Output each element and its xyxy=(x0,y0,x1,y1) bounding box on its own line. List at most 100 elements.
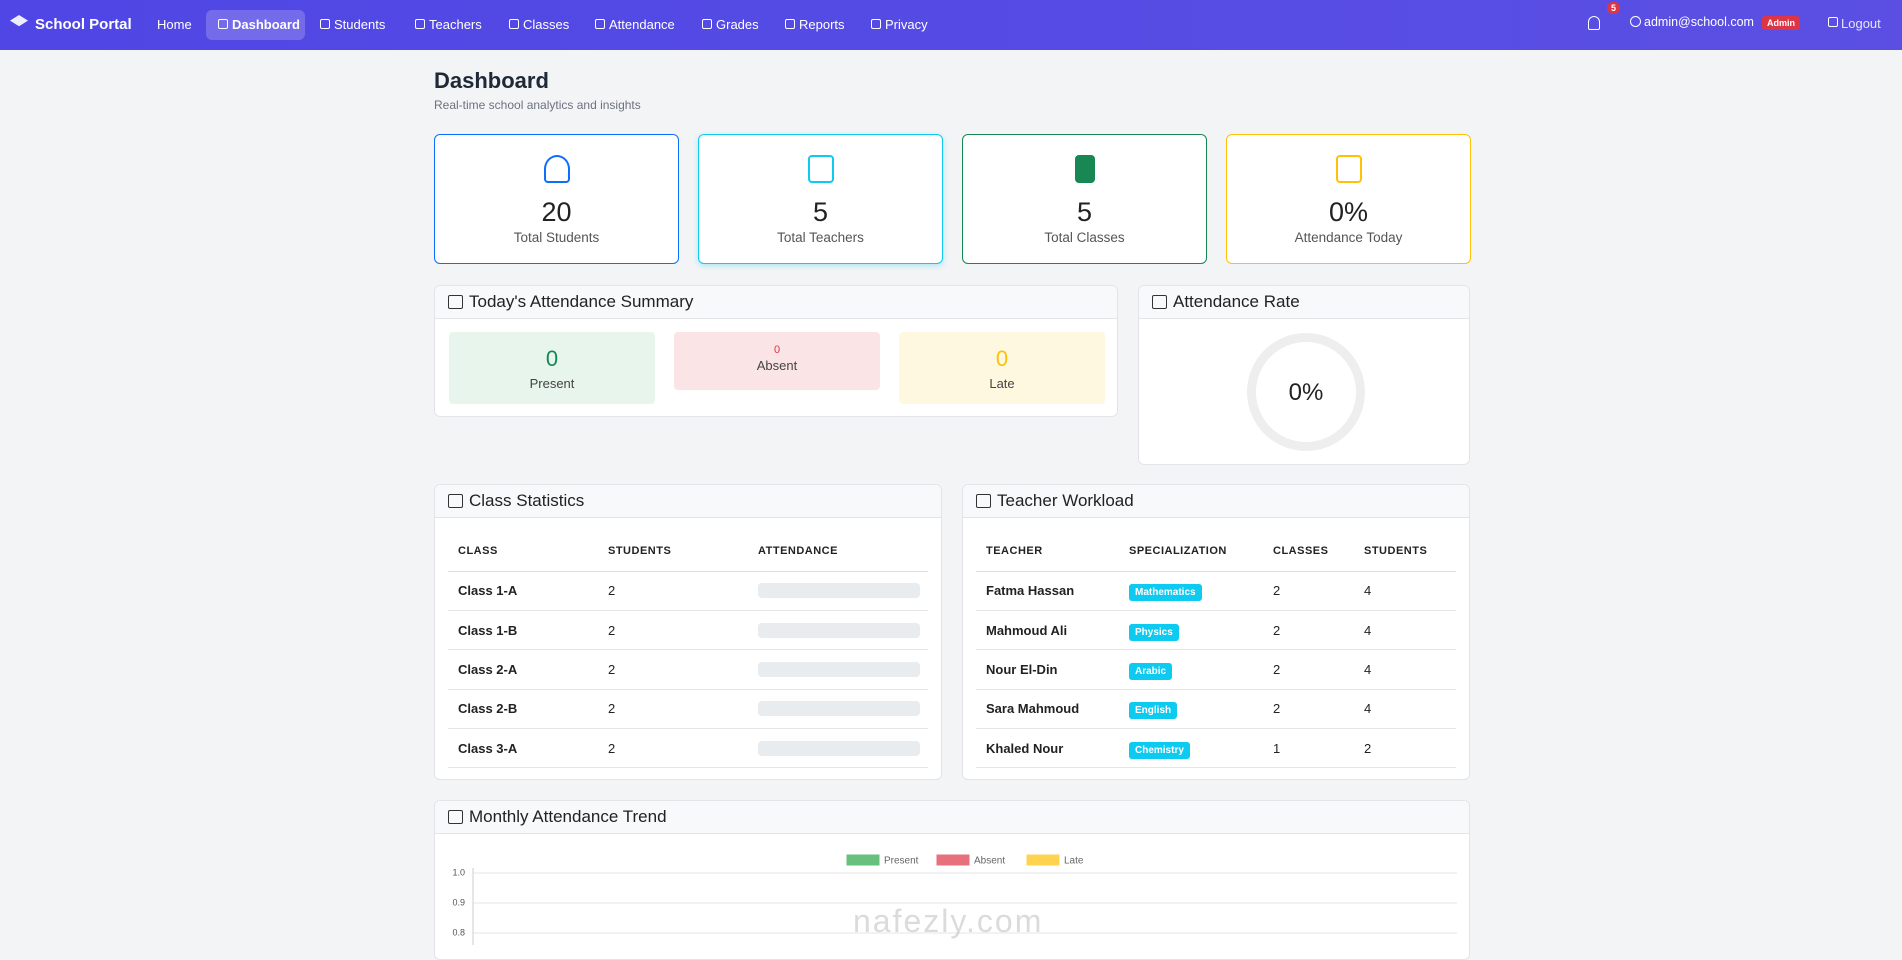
nav-link[interactable]: Attendance xyxy=(609,17,675,32)
column-header: CLASSES xyxy=(1263,531,1354,572)
attendance-cell xyxy=(748,728,928,769)
nav-link[interactable]: Grades xyxy=(716,17,759,32)
watermark: nafezly.com xyxy=(853,903,1044,939)
table-cell: Class 1-A xyxy=(448,571,598,611)
header-icon xyxy=(976,494,991,508)
stat-card: 5 Total Classes xyxy=(962,134,1207,264)
summary-label: Late xyxy=(989,376,1015,391)
summary-box: 0 Absent xyxy=(674,332,880,390)
nav-link[interactable]: Classes xyxy=(523,17,570,32)
card-header: Teacher Workload xyxy=(963,485,1469,518)
table-cell: 2 xyxy=(598,689,748,730)
card-title: Class Statistics xyxy=(469,491,585,510)
table-cell: 4 xyxy=(1354,610,1456,651)
nav-icon xyxy=(595,19,605,29)
cell-text: 4 xyxy=(1364,701,1372,717)
cell-text: 2 xyxy=(1273,583,1281,599)
card-header: Attendance Rate xyxy=(1139,286,1469,319)
table-row: Class 2-B 2 xyxy=(448,689,928,730)
table-cell: 2 xyxy=(1354,728,1456,769)
stat-card: 0% Attendance Today xyxy=(1226,134,1471,264)
attendance-cell xyxy=(748,649,928,690)
table-cell: Sara Mahmoud xyxy=(976,689,1119,730)
class-statistics-card: Class Statistics CLASS STUDENTS ATTENDANCE C… xyxy=(434,484,942,780)
summary-value: 0 xyxy=(545,346,559,371)
progress-bar xyxy=(758,701,920,717)
role-badge: Admin xyxy=(1762,16,1800,30)
cell-text: 2 xyxy=(1273,701,1281,717)
summary-box: 0 Present xyxy=(449,332,655,404)
card-title: Today's Attendance Summary xyxy=(469,292,694,311)
table-cell: 2 xyxy=(598,649,748,690)
table-cell: 4 xyxy=(1354,649,1456,690)
cell-text: Sara Mahmoud xyxy=(986,701,1080,717)
column-header: TEACHER xyxy=(976,531,1119,572)
cell-text: Class 2-B xyxy=(458,701,518,717)
table-cell: 2 xyxy=(598,571,748,611)
nav-link[interactable]: Reports xyxy=(799,17,845,32)
attendance-rate-card: Attendance Rate 0% xyxy=(1138,285,1470,465)
cell-text: Nour El-Din xyxy=(986,661,1058,677)
stat-value: 5 xyxy=(812,197,829,227)
progress-bar xyxy=(758,583,920,599)
table-cell: 4 xyxy=(1354,689,1456,730)
navbar: School Portal Home Dashboard Students Teache… xyxy=(0,0,1902,50)
table-cell: Physics xyxy=(1119,610,1263,651)
brand[interactable]: School Portal xyxy=(35,16,132,33)
brand-icon xyxy=(10,15,28,27)
stat-icon xyxy=(807,155,834,183)
table-cell: Class 1-B xyxy=(448,610,598,651)
specialization-badge: English xyxy=(1129,702,1178,720)
table-row: Mahmoud Ali Physics 2 4 xyxy=(976,610,1456,651)
cell-text: 2 xyxy=(608,583,616,599)
cell-text: 4 xyxy=(1364,661,1372,677)
stat-card: 20 Total Students xyxy=(434,134,679,264)
stat-value: 20 xyxy=(541,197,572,227)
table-cell: 2 xyxy=(1263,571,1354,611)
table-cell: Mahmoud Ali xyxy=(976,610,1119,651)
nav-icon xyxy=(415,19,425,29)
table-row: Sara Mahmoud English 2 4 xyxy=(976,689,1456,730)
table-row: Fatma Hassan Mathematics 2 4 xyxy=(976,571,1456,611)
nav-link[interactable]: Students xyxy=(334,17,386,32)
nav-link[interactable]: Home xyxy=(157,17,192,32)
cell-text: 4 xyxy=(1364,622,1372,638)
cell-text: Class 3-A xyxy=(458,740,518,756)
summary-value: 0 xyxy=(773,344,781,356)
table-cell: 1 xyxy=(1263,728,1354,769)
column-header: CLASS xyxy=(448,531,598,572)
table-row: Class 3-A 2 xyxy=(448,728,928,769)
progress-bar xyxy=(758,622,920,638)
nav-link[interactable]: Teachers xyxy=(429,17,482,32)
cell-text: 2 xyxy=(1364,740,1372,756)
header-icon xyxy=(448,295,463,309)
user-email[interactable]: admin@school.com xyxy=(1644,15,1754,29)
legend-swatch xyxy=(936,854,970,866)
legend-label: Absent xyxy=(974,856,1005,867)
table-row: Class 2-A 2 xyxy=(448,649,928,690)
specialization-badge: Arabic xyxy=(1129,662,1173,680)
stat-label: Total Teachers xyxy=(777,230,864,245)
stat-label: Total Students xyxy=(513,230,600,245)
legend-label: Late xyxy=(1064,856,1084,867)
table-cell: Class 2-B xyxy=(448,689,598,730)
stat-value: 5 xyxy=(1076,197,1093,227)
bell[interactable] xyxy=(1588,16,1600,30)
y-tick-label: 0.8 xyxy=(452,927,465,937)
page-subtitle: Real-time school analytics and insights xyxy=(434,98,641,112)
header-icon xyxy=(1152,295,1167,309)
monthly-trend-card: Monthly Attendance Trend 1.0 0.9 0.8 Present… xyxy=(434,800,1470,960)
cell-text: 2 xyxy=(1273,622,1281,638)
table-cell: English xyxy=(1119,689,1263,730)
data-table: TEACHER SPECIALIZATION CLASSES STUDENTS Fatm… xyxy=(976,531,1456,769)
legend-swatch xyxy=(846,854,880,866)
nav-link[interactable]: Privacy xyxy=(885,17,928,32)
progress-bar xyxy=(758,740,920,756)
table-cell: 2 xyxy=(1263,689,1354,730)
nav-link[interactable]: Dashboard xyxy=(232,17,300,32)
logout[interactable]: Logout xyxy=(1841,16,1881,31)
specialization-badge: Physics xyxy=(1129,623,1179,641)
data-table: CLASS STUDENTS ATTENDANCE Class 1-A 2 Class 1… xyxy=(448,531,928,769)
attendance-summary-card: Today's Attendance Summary 0 Present 0 Absen… xyxy=(434,285,1118,417)
